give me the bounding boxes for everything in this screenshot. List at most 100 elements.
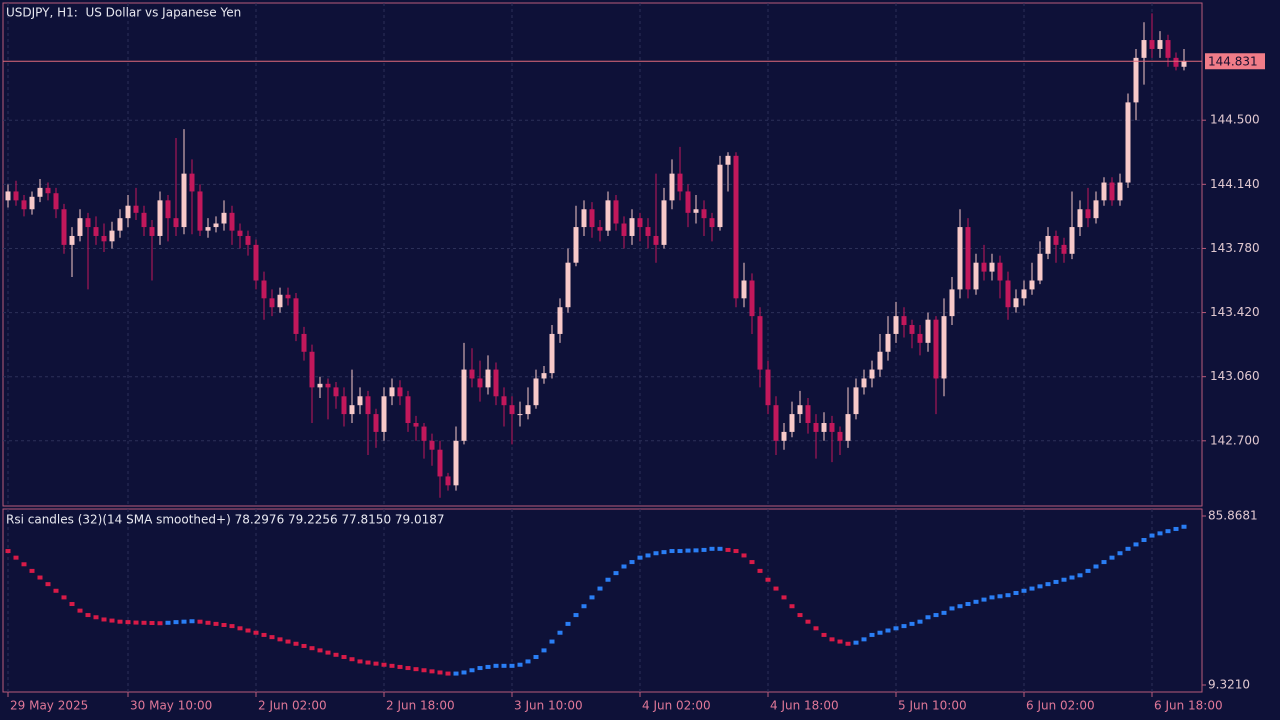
rsi-candle <box>1045 582 1051 587</box>
candle-body <box>189 173 195 192</box>
rsi-candle <box>29 568 35 573</box>
candle-body <box>461 369 467 441</box>
candle-body <box>269 298 275 308</box>
rsi-candle <box>805 619 811 624</box>
rsi-candle <box>549 639 555 644</box>
candle-body <box>589 209 595 228</box>
rsi-candle <box>37 575 43 580</box>
candle-body <box>365 396 371 415</box>
candle-body <box>293 298 299 334</box>
candle-body <box>773 405 779 441</box>
candle-body <box>813 422 819 432</box>
candle-body <box>317 383 323 388</box>
rsi-candle <box>53 588 59 593</box>
rsi-candle <box>365 660 371 665</box>
rsi-candle <box>469 668 475 673</box>
rsi-candle <box>405 666 411 671</box>
rsi-candle <box>245 628 251 633</box>
candle-body <box>373 414 379 432</box>
rsi-candle <box>309 646 315 651</box>
rsi-candle <box>717 546 723 551</box>
candle-body <box>925 319 931 343</box>
rsi-candle <box>917 619 923 624</box>
rsi-candle <box>381 662 387 667</box>
candle-body <box>917 333 923 343</box>
rsi-candle <box>45 582 51 587</box>
candle-body <box>733 155 739 299</box>
candle-body <box>493 369 499 397</box>
candle-body <box>501 396 507 406</box>
candle-body <box>797 405 803 415</box>
candle-body <box>949 289 955 317</box>
candle-body <box>757 316 763 370</box>
rsi-candle <box>173 620 179 625</box>
rsi-candle <box>733 549 739 554</box>
candle-body <box>1021 289 1027 299</box>
candle-body <box>181 173 187 228</box>
candle-body <box>837 431 843 441</box>
candle-body <box>1093 200 1099 219</box>
candle-body <box>1045 235 1051 254</box>
candle-body <box>117 218 123 231</box>
candle-body <box>901 316 907 326</box>
y-tick-label: 143.420 <box>1210 305 1260 319</box>
candle-body <box>485 369 491 388</box>
candle-body <box>653 235 659 245</box>
rsi-candle <box>669 549 675 554</box>
candle-body <box>325 383 331 388</box>
rsi-candle <box>325 650 331 655</box>
rsi-candle <box>357 659 363 664</box>
candle-body <box>77 218 83 236</box>
rsi-candle <box>1181 524 1187 529</box>
rsi-candle <box>461 670 467 675</box>
candle-body <box>717 164 723 228</box>
candle-body <box>85 218 91 228</box>
candle-body <box>445 476 451 486</box>
candle-body <box>885 333 891 352</box>
candle-body <box>557 307 563 334</box>
rsi-candle <box>741 553 747 558</box>
rsi-candle <box>981 597 987 602</box>
candle-body <box>261 280 267 299</box>
candle-body <box>661 200 667 245</box>
current-price-label: 144.831 <box>1208 55 1258 69</box>
rsi-candle <box>1173 526 1179 531</box>
rsi-candle <box>797 613 803 618</box>
rsi-candle <box>869 632 875 637</box>
candle-body <box>197 191 203 231</box>
rsi-candle <box>837 639 843 644</box>
rsi-candle <box>1093 564 1099 569</box>
x-tick-label: 6 Jun 02:00 <box>1026 699 1095 713</box>
rsi-candle <box>933 613 939 618</box>
rsi-candle <box>397 664 403 669</box>
candle-body <box>1085 209 1091 219</box>
x-tick-label: 5 Jun 10:00 <box>898 699 967 713</box>
candle-body <box>13 191 19 201</box>
candle-body <box>701 209 707 219</box>
rsi-candle <box>389 663 395 668</box>
rsi-candle <box>821 632 827 637</box>
rsi-candle <box>293 641 299 646</box>
candle-body <box>21 200 27 210</box>
candle-body <box>933 319 939 379</box>
rsi-candle <box>645 553 651 558</box>
rsi-candle <box>21 562 27 567</box>
rsi-candle <box>1069 575 1075 580</box>
marks <box>5 13 1187 676</box>
rsi-candle <box>997 594 1003 599</box>
rsi-candle <box>509 663 515 668</box>
rsi-candle <box>421 668 427 673</box>
candle-body <box>1157 40 1163 49</box>
rsi-candle <box>781 595 787 600</box>
candle-body <box>29 196 35 210</box>
x-tick-label: 3 Jun 10:00 <box>514 699 583 713</box>
rsi-candle <box>1125 546 1131 551</box>
rsi-candle <box>725 547 731 552</box>
rsi-candle <box>445 671 451 676</box>
rsi-candle <box>773 586 779 591</box>
rsi-candle <box>893 626 899 631</box>
y-tick-label: 143.060 <box>1210 369 1260 383</box>
rsi-candle <box>117 619 123 624</box>
candle-body <box>1133 57 1139 103</box>
